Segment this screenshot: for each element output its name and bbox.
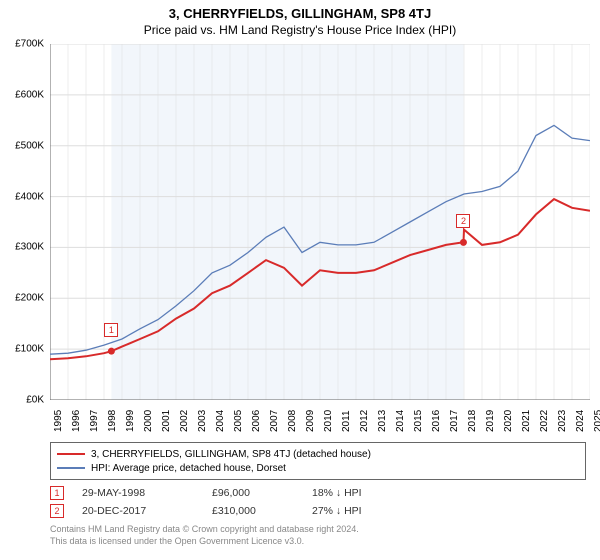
y-tick-label: £600K (15, 89, 44, 100)
x-tick-label: 1997 (89, 410, 100, 432)
legend-swatch (57, 467, 85, 468)
legend-swatch (57, 453, 85, 455)
sale-pct: 27% ↓ HPI (312, 505, 392, 517)
chart-plot-area (50, 44, 590, 400)
y-tick-label: £700K (15, 39, 44, 50)
x-tick-label: 2020 (503, 410, 514, 432)
x-tick-label: 2005 (233, 410, 244, 432)
footnote-line: Contains HM Land Registry data © Crown c… (50, 524, 359, 536)
sale-marker-1: 1 (104, 323, 118, 337)
sale-date: 29-MAY-1998 (82, 487, 212, 499)
legend-row: 3, CHERRYFIELDS, GILLINGHAM, SP8 4TJ (de… (57, 447, 579, 461)
x-tick-label: 1998 (107, 410, 118, 432)
x-tick-label: 2010 (323, 410, 334, 432)
x-tick-label: 2022 (539, 410, 550, 432)
legend-box: 3, CHERRYFIELDS, GILLINGHAM, SP8 4TJ (de… (50, 442, 586, 480)
legend-label: HPI: Average price, detached house, Dors… (91, 463, 286, 474)
legend-label: 3, CHERRYFIELDS, GILLINGHAM, SP8 4TJ (de… (91, 449, 371, 460)
y-tick-label: £100K (15, 344, 44, 355)
sale-point (460, 239, 467, 246)
y-tick-label: £0K (26, 395, 44, 406)
x-tick-label: 2001 (161, 410, 172, 432)
x-tick-label: 2002 (179, 410, 190, 432)
x-tick-label: 2024 (575, 410, 586, 432)
x-tick-label: 2006 (251, 410, 262, 432)
y-tick-label: £200K (15, 293, 44, 304)
sale-price: £96,000 (212, 487, 312, 499)
x-tick-label: 2025 (593, 410, 600, 432)
sale-row: 2 20-DEC-2017£310,00027% ↓ HPI (50, 502, 586, 520)
chart-container: 3, CHERRYFIELDS, GILLINGHAM, SP8 4TJ Pri… (0, 0, 600, 560)
sale-date: 20-DEC-2017 (82, 505, 212, 517)
x-tick-label: 2007 (269, 410, 280, 432)
sale-point (108, 348, 115, 355)
x-tick-label: 2017 (449, 410, 460, 432)
x-tick-label: 2003 (197, 410, 208, 432)
sale-price: £310,000 (212, 505, 312, 517)
x-tick-label: 2000 (143, 410, 154, 432)
x-tick-label: 2014 (395, 410, 406, 432)
sales-table: 1 29-MAY-1998£96,00018% ↓ HPI 2 20-DEC-2017… (50, 484, 586, 520)
x-tick-label: 1999 (125, 410, 136, 432)
sale-row: 1 29-MAY-1998£96,00018% ↓ HPI (50, 484, 586, 502)
chart-title: 3, CHERRYFIELDS, GILLINGHAM, SP8 4TJ (0, 0, 600, 21)
y-tick-label: £500K (15, 140, 44, 151)
x-tick-label: 2012 (359, 410, 370, 432)
sale-marker-2: 2 (456, 214, 470, 228)
chart-svg (50, 44, 590, 400)
x-tick-label: 2016 (431, 410, 442, 432)
x-tick-label: 2018 (467, 410, 478, 432)
x-tick-label: 1996 (71, 410, 82, 432)
sale-pct: 18% ↓ HPI (312, 487, 392, 499)
x-tick-label: 2015 (413, 410, 424, 432)
x-axis-labels: 1995 1996 1997 1998 1999 2000 2001 2002 2003 2004… (50, 402, 590, 436)
sale-marker: 1 (50, 486, 64, 500)
y-tick-label: £300K (15, 242, 44, 253)
legend-row: HPI: Average price, detached house, Dors… (57, 461, 579, 475)
footnote: Contains HM Land Registry data © Crown c… (50, 524, 359, 547)
x-tick-label: 2013 (377, 410, 388, 432)
sale-marker: 2 (50, 504, 64, 518)
x-tick-label: 2004 (215, 410, 226, 432)
x-tick-label: 2019 (485, 410, 496, 432)
x-tick-label: 2011 (341, 410, 352, 432)
x-tick-label: 1995 (53, 410, 64, 432)
x-tick-label: 2021 (521, 410, 532, 432)
x-tick-label: 2023 (557, 410, 568, 432)
y-tick-label: £400K (15, 191, 44, 202)
y-axis-labels: £0K£100K£200K£300K£400K£500K£600K£700K (0, 44, 48, 400)
x-tick-label: 2008 (287, 410, 298, 432)
x-tick-label: 2009 (305, 410, 316, 432)
chart-subtitle: Price paid vs. HM Land Registry's House … (0, 21, 600, 37)
footnote-line: This data is licensed under the Open Gov… (50, 536, 359, 548)
